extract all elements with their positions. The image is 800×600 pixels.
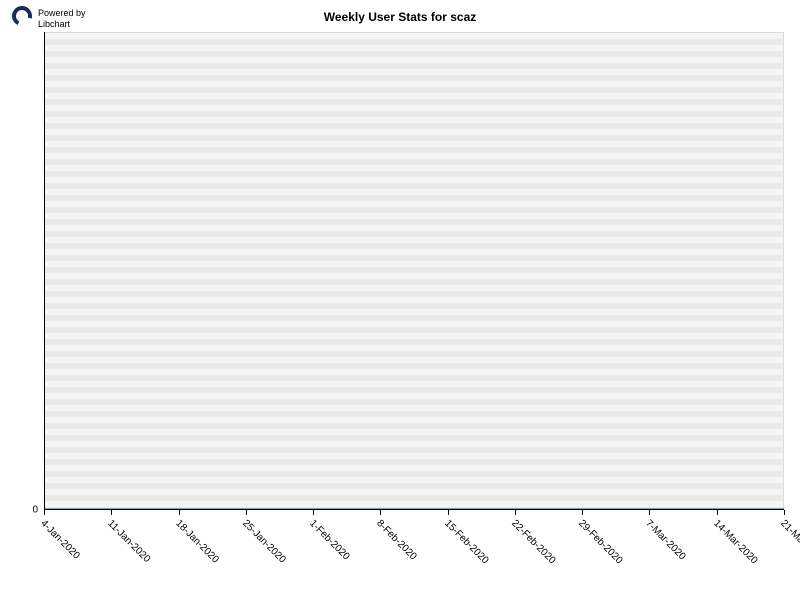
- x-tick-mark: [784, 510, 785, 515]
- x-tick-label: 14-Mar-2020: [711, 518, 759, 566]
- x-tick-mark: [582, 510, 583, 515]
- x-tick-mark: [313, 510, 314, 515]
- x-tick-mark: [111, 510, 112, 515]
- x-tick-label: 18-Jan-2020: [173, 518, 220, 565]
- plot-area: [44, 32, 784, 510]
- x-tick-mark: [44, 510, 45, 515]
- x-tick-label: 15-Feb-2020: [442, 518, 490, 566]
- x-tick-label: 1-Feb-2020: [307, 518, 351, 562]
- x-tick-mark: [515, 510, 516, 515]
- x-tick-mark: [717, 510, 718, 515]
- x-tick-label: 22-Feb-2020: [509, 518, 557, 566]
- x-tick-label: 7-Mar-2020: [644, 518, 688, 562]
- x-tick-mark: [380, 510, 381, 515]
- y-tick-label: 0: [0, 505, 38, 516]
- x-tick-label: 4-Jan-2020: [38, 518, 82, 562]
- x-tick-mark: [649, 510, 650, 515]
- chart-container: Powered by Libchart Weekly User Stats fo…: [0, 0, 800, 600]
- x-tick-label: 25-Jan-2020: [240, 518, 287, 565]
- x-tick-mark: [448, 510, 449, 515]
- x-tick-mark: [246, 510, 247, 515]
- plot-grid: [44, 32, 784, 510]
- data-series-line: [44, 508, 784, 510]
- chart-title: Weekly User Stats for scaz: [0, 10, 800, 24]
- x-tick-mark: [179, 510, 180, 515]
- x-tick-label: 8-Feb-2020: [375, 518, 419, 562]
- x-tick-label: 11-Jan-2020: [105, 518, 152, 565]
- x-tick-label: 29-Feb-2020: [576, 518, 624, 566]
- x-tick-label: 21-Mar-2020: [778, 518, 800, 566]
